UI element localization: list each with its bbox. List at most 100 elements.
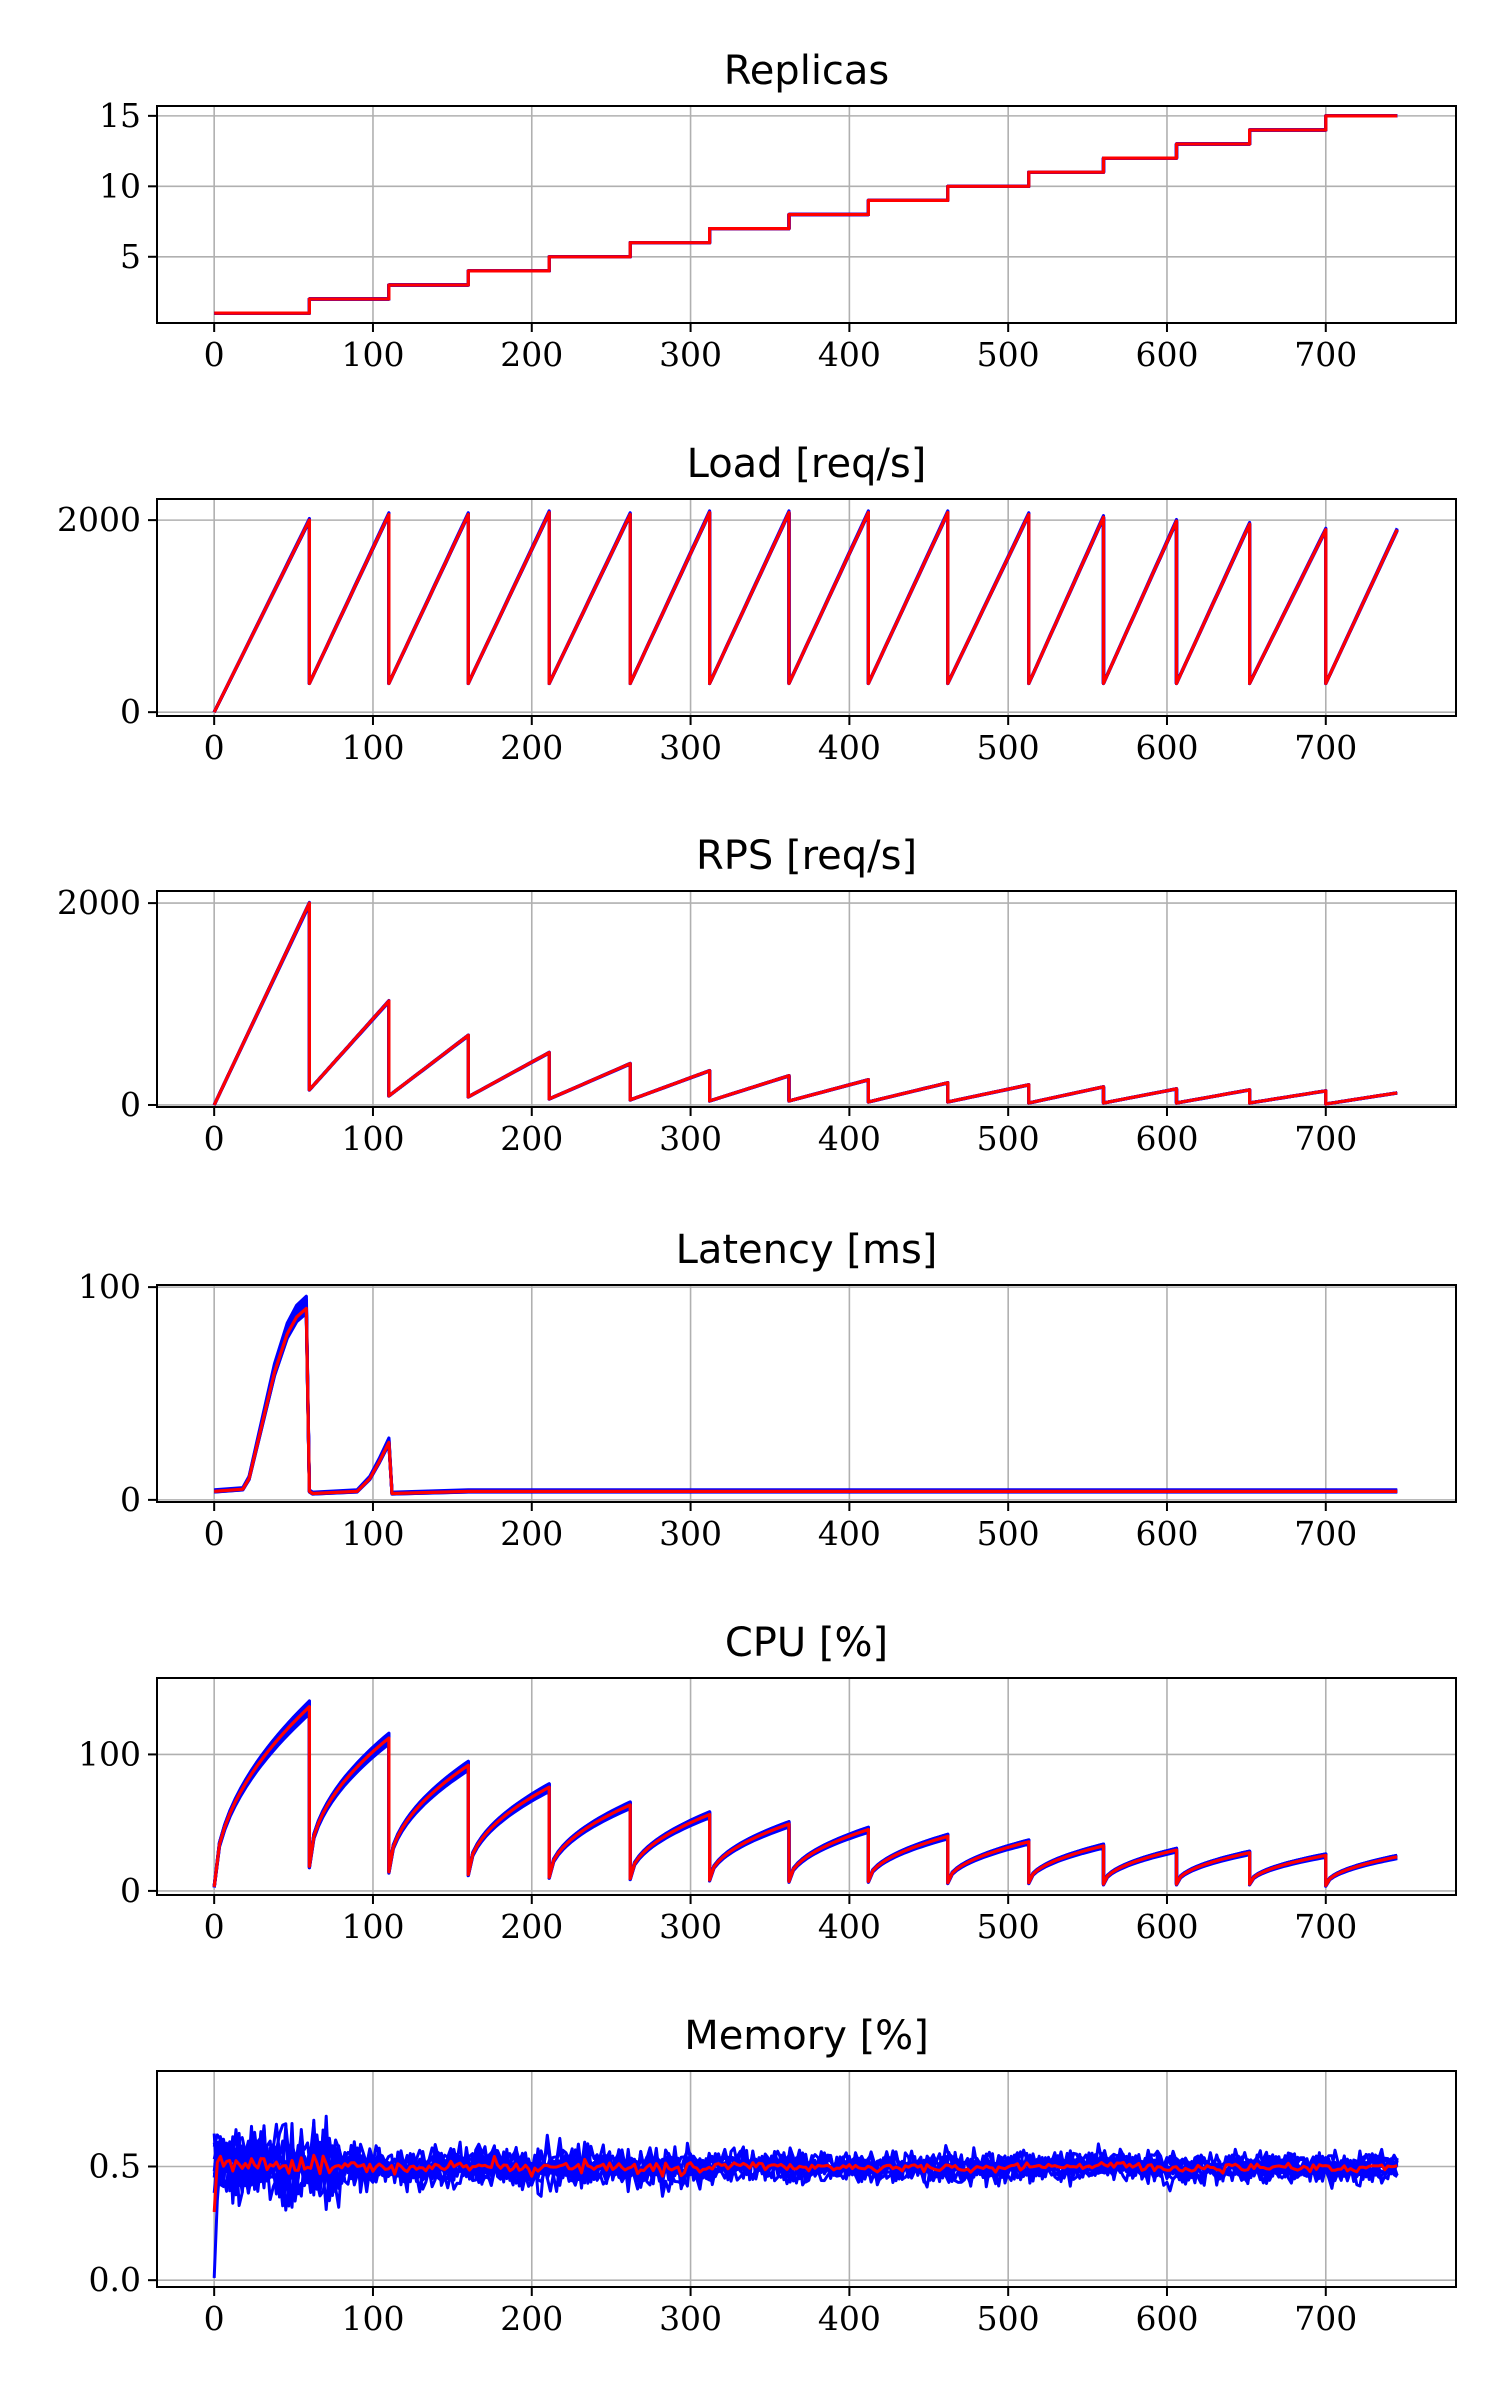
x-tick-label: 0 [204, 1119, 225, 1158]
x-tick-label: 500 [977, 1514, 1040, 1553]
y-tick-label: 2000 [57, 500, 141, 539]
mean-line [214, 114, 1398, 315]
mean-line [212, 2153, 1398, 2213]
x-tick-label: 200 [500, 1119, 563, 1158]
run-line [212, 511, 1399, 713]
y-tick-label: 10 [99, 166, 141, 205]
y-tick-label: 0 [120, 1871, 141, 1910]
run-line [212, 509, 1399, 713]
subplot-1: Replicas 0 100 200 300 400 500 600 700 5 10 15 [99, 48, 1457, 374]
x-tick-label: 700 [1294, 1514, 1357, 1553]
x-tick-label: 200 [500, 1907, 563, 1946]
mean-line [214, 1306, 1398, 1496]
x-tick-label: 100 [341, 2299, 404, 2338]
x-tick-label: 600 [1135, 1514, 1198, 1553]
mean-line [212, 1705, 1398, 1887]
y-tick-label: 0 [120, 1480, 141, 1519]
x-tick-label: 100 [341, 728, 404, 767]
run-line [212, 901, 1398, 1106]
run-line [212, 510, 1399, 713]
run-line [212, 900, 1398, 1106]
plot-title: Replicas [724, 48, 890, 94]
y-tick-label: 0 [120, 692, 141, 731]
x-tick-label: 400 [818, 728, 881, 767]
x-tick-label: 500 [977, 335, 1040, 374]
y-tick-label: 100 [78, 1734, 141, 1773]
subplot-2: Load [req/s] 0 100 200 300 400 500 600 700 0 2000 [57, 441, 1457, 767]
run-line [212, 511, 1399, 713]
x-tick-label: 600 [1135, 335, 1198, 374]
axes-frame [156, 498, 1457, 717]
run-line [212, 903, 1398, 1106]
series-group [212, 900, 1398, 1106]
x-tick-label: 100 [341, 1514, 404, 1553]
x-tick-label: 700 [1294, 335, 1357, 374]
y-tick-label: 0.0 [89, 2260, 141, 2299]
axes-frame [156, 2070, 1457, 2288]
axes-frame [156, 105, 1457, 324]
y-tick-label: 0.5 [89, 2146, 141, 2185]
x-tick-label: 600 [1135, 1907, 1198, 1946]
plot-title: Load [req/s] [687, 441, 927, 487]
x-tick-label: 200 [500, 728, 563, 767]
x-tick-label: 300 [659, 1514, 722, 1553]
x-tick-label: 600 [1135, 1119, 1198, 1158]
plot-title: RPS [req/s] [696, 833, 917, 879]
plot-title: Latency [ms] [676, 1227, 938, 1273]
y-tick-label: 2000 [57, 883, 141, 922]
y-tick-label: 100 [78, 1267, 141, 1306]
run-line [212, 511, 1399, 713]
run-line [212, 901, 1398, 1106]
run-line [212, 902, 1398, 1106]
x-tick-label: 0 [204, 1907, 225, 1946]
x-tick-label: 400 [818, 1907, 881, 1946]
subplot-5: CPU [%] 0 100 200 300 400 500 600 700 0 100 [78, 1620, 1457, 1946]
run-line [212, 901, 1398, 1106]
run-line [212, 901, 1398, 1106]
x-tick-label: 700 [1294, 2299, 1357, 2338]
x-tick-label: 500 [977, 728, 1040, 767]
x-tick-label: 300 [659, 1907, 722, 1946]
series-group [214, 114, 1398, 315]
x-tick-label: 0 [204, 2299, 225, 2338]
x-tick-label: 0 [204, 335, 225, 374]
x-tick-label: 300 [659, 1119, 722, 1158]
y-tick-label: 15 [99, 96, 141, 135]
x-tick-label: 400 [818, 2299, 881, 2338]
subplot-4: Latency [ms] 0 100 200 300 400 500 600 700 0 100 [78, 1227, 1457, 1553]
x-tick-label: 200 [500, 335, 563, 374]
x-tick-label: 100 [341, 1907, 404, 1946]
x-tick-label: 200 [500, 1514, 563, 1553]
run-line [212, 510, 1399, 713]
plot-title: CPU [%] [725, 1620, 888, 1666]
x-tick-label: 100 [341, 335, 404, 374]
axes-frame [156, 1677, 1457, 1896]
run-line [212, 511, 1399, 713]
x-tick-label: 600 [1135, 2299, 1198, 2338]
run-line [212, 901, 1398, 1106]
x-tick-label: 200 [500, 2299, 563, 2338]
x-tick-label: 500 [977, 2299, 1040, 2338]
mean-line [212, 510, 1399, 713]
x-tick-label: 700 [1294, 728, 1357, 767]
x-tick-label: 500 [977, 1119, 1040, 1158]
axes-frame [156, 890, 1457, 1108]
x-tick-label: 500 [977, 1907, 1040, 1946]
run-line [212, 2118, 1399, 2278]
run-line [212, 511, 1399, 713]
x-tick-label: 400 [818, 335, 881, 374]
x-tick-label: 300 [659, 728, 722, 767]
x-tick-label: 600 [1135, 728, 1198, 767]
subplot-3: RPS [req/s] 0 100 200 300 400 500 600 700 0 2000 [57, 833, 1457, 1158]
y-tick-label: 0 [120, 1085, 141, 1124]
series-group [214, 1294, 1398, 1496]
x-tick-label: 400 [818, 1514, 881, 1553]
subplot-6: Memory [%] 0 100 200 300 400 500 600 700 0.0 0.5 [89, 2013, 1457, 2338]
run-line [212, 901, 1398, 1106]
y-tick-label: 5 [120, 237, 141, 276]
series-group [212, 1699, 1398, 1888]
x-tick-label: 0 [204, 728, 225, 767]
axes-frame [156, 1284, 1457, 1503]
x-tick-label: 700 [1294, 1907, 1357, 1946]
